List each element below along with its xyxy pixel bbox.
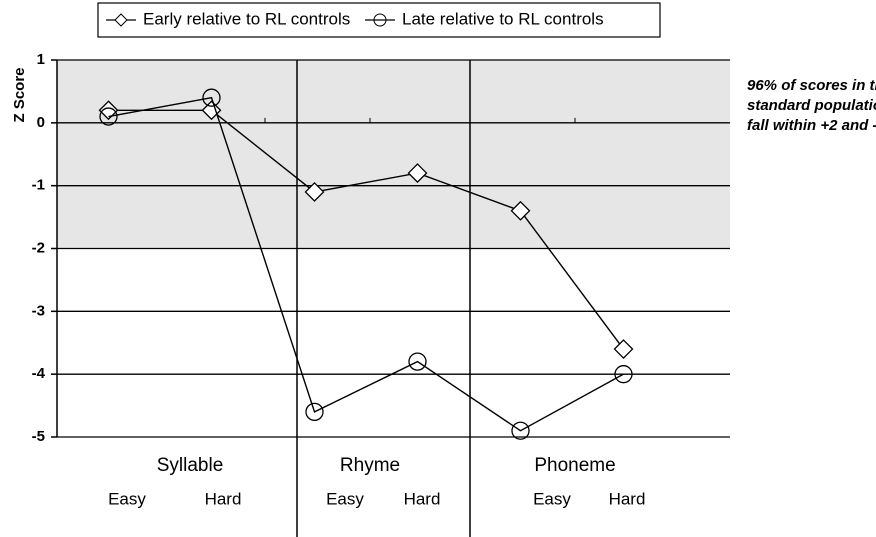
- y-tick-label: -4: [32, 365, 46, 382]
- marker-circle: [305, 402, 324, 422]
- marker-diamond: [201, 100, 222, 121]
- y-tick-label: -2: [32, 239, 45, 256]
- marker-diamond: [613, 339, 634, 359]
- marker-diamond: [304, 182, 325, 202]
- series-line: [108, 109, 625, 350]
- legend-label: Early relative to RL controls: [143, 9, 350, 28]
- legend-marker: [373, 13, 387, 27]
- x-tick-label: Easy: [326, 489, 364, 508]
- marker-circle: [202, 88, 221, 107]
- group-label: Phoneme: [534, 455, 615, 476]
- series-line: [108, 96, 624, 432]
- shaded-range: [57, 60, 730, 249]
- annotation: fall within +2 and -2.: [747, 117, 876, 134]
- marker-circle: [99, 107, 118, 126]
- y-tick-label: 0: [37, 114, 45, 131]
- y-tick-label: 1: [37, 51, 45, 68]
- marker-diamond: [407, 163, 428, 184]
- marker-diamond: [510, 200, 531, 221]
- marker-diamond: [98, 100, 119, 121]
- x-tick-label: Hard: [404, 489, 441, 508]
- marker-circle: [511, 421, 530, 440]
- y-tick-label: -3: [32, 302, 45, 319]
- group-label: Rhyme: [340, 455, 400, 476]
- y-tick-label: -5: [32, 428, 45, 445]
- marker-circle: [408, 352, 427, 371]
- annotation: standard population: [747, 97, 876, 114]
- x-tick-label: Hard: [609, 489, 646, 508]
- y-axis-label: Z Score: [11, 67, 28, 122]
- x-tick-label: Easy: [108, 489, 146, 508]
- marker-circle: [614, 365, 633, 384]
- legend-label: Late relative to RL controls: [402, 9, 604, 28]
- x-tick-label: Hard: [205, 489, 242, 508]
- x-tick-label: Easy: [533, 489, 571, 508]
- group-label: Syllable: [157, 455, 224, 476]
- annotation: 96% of scores in the: [747, 77, 876, 94]
- legend-marker: [114, 13, 128, 27]
- y-tick-label: -1: [32, 177, 45, 194]
